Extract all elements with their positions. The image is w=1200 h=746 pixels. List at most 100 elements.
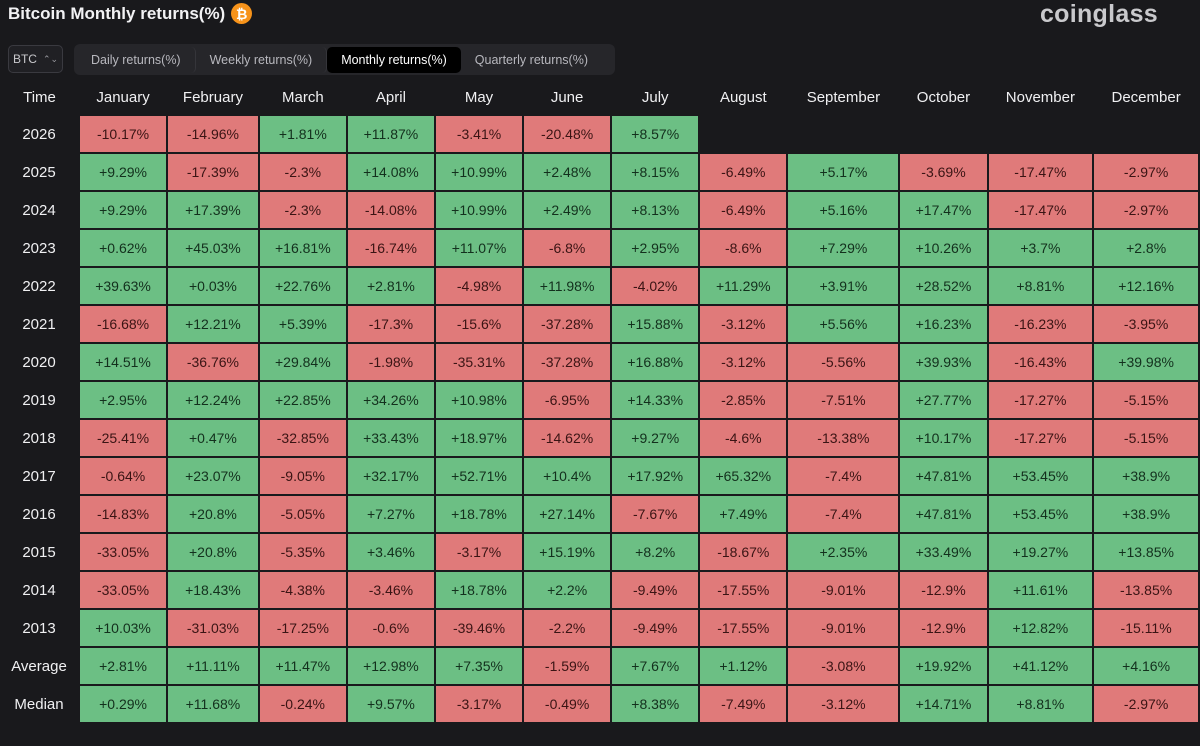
table-row: 2014 -33.05% +18.43% -4.38% -3.46% +18.78% +2.… [0, 570, 1200, 610]
return-cell: +33.43% [345, 418, 436, 458]
table-row: Median +0.29% +11.68% -0.24% +9.57% -3.17% -0.… [0, 684, 1200, 724]
column-header-month: August [719, 89, 767, 106]
page-title: Bitcoin Monthly returns(%) ₿ [8, 3, 253, 24]
empty-cell [899, 115, 987, 153]
return-cell: +10.98% [433, 380, 525, 420]
return-cell: +3.91% [786, 266, 901, 306]
return-cell: +18.78% [433, 494, 525, 534]
return-cell: +12.21% [166, 304, 260, 344]
return-cell: +11.11% [166, 646, 260, 686]
coin-selector[interactable]: BTC ⌃⌄ [8, 45, 63, 73]
return-cell: -20.48% [522, 114, 613, 154]
return-cell: +17.39% [166, 190, 260, 230]
return-cell: -3.08% [786, 646, 901, 686]
return-cell: +0.62% [77, 228, 169, 268]
return-cell: +0.29% [77, 684, 169, 724]
return-cell: +33.49% [898, 532, 989, 572]
row-label: 2013 [22, 619, 56, 637]
table-row: 2023 +0.62% +45.03% +16.81% -16.74% +11.07% -6… [0, 228, 1200, 268]
tab-monthly-returns[interactable]: Monthly returns(%) [327, 46, 461, 73]
bitcoin-icon: ₿ [231, 3, 253, 24]
column-header-month: October [916, 89, 971, 106]
table-row: Average +2.81% +11.11% +11.47% +12.98% +7.35%… [0, 646, 1200, 686]
return-cell: -2.85% [698, 380, 789, 420]
return-cell: +47.81% [898, 456, 989, 496]
column-header-time: Time [23, 89, 56, 106]
empty-cell [699, 115, 787, 153]
return-cell: +7.27% [345, 494, 436, 534]
return-cell: +3.7% [986, 228, 1095, 268]
return-cell: -16.23% [986, 304, 1095, 344]
return-cell: -5.05% [257, 494, 348, 534]
table-row: 2022 +39.63% +0.03% +22.76% +2.81% -4.98% +11.… [0, 266, 1200, 306]
return-cell: +20.8% [166, 494, 260, 534]
return-cell: +47.81% [898, 494, 989, 534]
table-row: 2021 -16.68% +12.21% +5.39% -17.3% -15.6% -37.… [0, 304, 1200, 344]
return-cell: -3.17% [433, 684, 525, 724]
return-cell: +17.92% [610, 456, 701, 496]
row-label: 2022 [22, 277, 56, 295]
return-cell: +3.46% [345, 532, 436, 572]
return-cell: +5.56% [786, 304, 901, 344]
tab-weekly-returns[interactable]: Weekly returns(%) [196, 46, 328, 73]
return-cell: +0.47% [166, 418, 260, 458]
return-cell: +27.14% [522, 494, 613, 534]
return-cell: -8.6% [698, 228, 789, 268]
return-cell: +0.03% [166, 266, 260, 306]
page-title-text: Bitcoin Monthly returns(%) [8, 3, 226, 23]
return-cell: -36.76% [166, 342, 260, 382]
return-cell: +8.13% [610, 190, 701, 230]
return-cell: +19.27% [986, 532, 1095, 572]
brand-logo: coinglass [1039, 0, 1158, 28]
return-cell: +14.33% [610, 380, 701, 420]
return-cell: -17.55% [698, 570, 789, 610]
return-cell: -4.02% [610, 266, 701, 306]
return-cell: -2.97% [1092, 684, 1200, 724]
return-cell: +5.39% [257, 304, 348, 344]
return-cell: -16.74% [345, 228, 436, 268]
return-cell: +39.63% [77, 266, 169, 306]
return-cell: +52.71% [433, 456, 525, 496]
return-cell: +8.57% [610, 114, 701, 154]
return-cell: +4.16% [1092, 646, 1200, 686]
return-cell: +18.78% [433, 570, 525, 610]
return-cell: -4.6% [698, 418, 789, 458]
return-cell: -7.67% [610, 494, 701, 534]
tab-quarterly-returns[interactable]: Quarterly returns(%) [474, 52, 589, 67]
return-cell: +11.68% [166, 684, 260, 724]
return-cell: +39.98% [1092, 342, 1200, 382]
return-cell: +10.99% [433, 190, 525, 230]
return-cell: +8.38% [610, 684, 701, 724]
tab-daily-returns[interactable]: Daily returns(%) [77, 46, 196, 73]
return-cell: -3.17% [433, 532, 525, 572]
table-header-row: Time January February March April May June July… [0, 80, 1199, 115]
return-cell: -13.85% [1092, 570, 1200, 610]
return-cell: -17.55% [698, 608, 789, 648]
return-cell: -25.41% [77, 418, 169, 458]
row-label: 2026 [22, 125, 56, 143]
return-cell: +17.47% [898, 190, 989, 230]
return-cell: +11.07% [433, 228, 525, 268]
return-cell: -18.67% [698, 532, 789, 572]
row-label: 2017 [22, 467, 56, 485]
return-cell: -14.08% [345, 190, 436, 230]
table-row: 2017 -0.64% +23.07% -9.05% +32.17% +52.71% +10… [0, 456, 1200, 496]
return-cell: -15.11% [1092, 608, 1200, 648]
column-header-month: January [96, 88, 150, 106]
return-cell: +18.97% [433, 418, 525, 458]
empty-cell [988, 115, 1094, 153]
return-cell: +41.12% [986, 646, 1095, 686]
return-cell: +7.29% [786, 228, 901, 268]
return-cell: -9.49% [610, 570, 701, 610]
return-cell: +13.85% [1092, 532, 1200, 572]
return-cell: -3.12% [698, 342, 789, 382]
return-cell: -6.8% [522, 228, 613, 268]
return-cell: +12.24% [166, 380, 260, 420]
table-row: 2019 +2.95% +12.24% +22.85% +34.26% +10.98% -6… [0, 380, 1200, 420]
column-header-month: April [375, 88, 406, 106]
return-cell: -15.6% [433, 304, 525, 344]
column-header-month: March [281, 88, 324, 106]
return-cell: -17.25% [257, 608, 348, 648]
table-row: 2025 +9.29% -17.39% -2.3% +14.08% +10.99% +2.4… [0, 152, 1200, 192]
return-cell: +15.88% [610, 304, 701, 344]
